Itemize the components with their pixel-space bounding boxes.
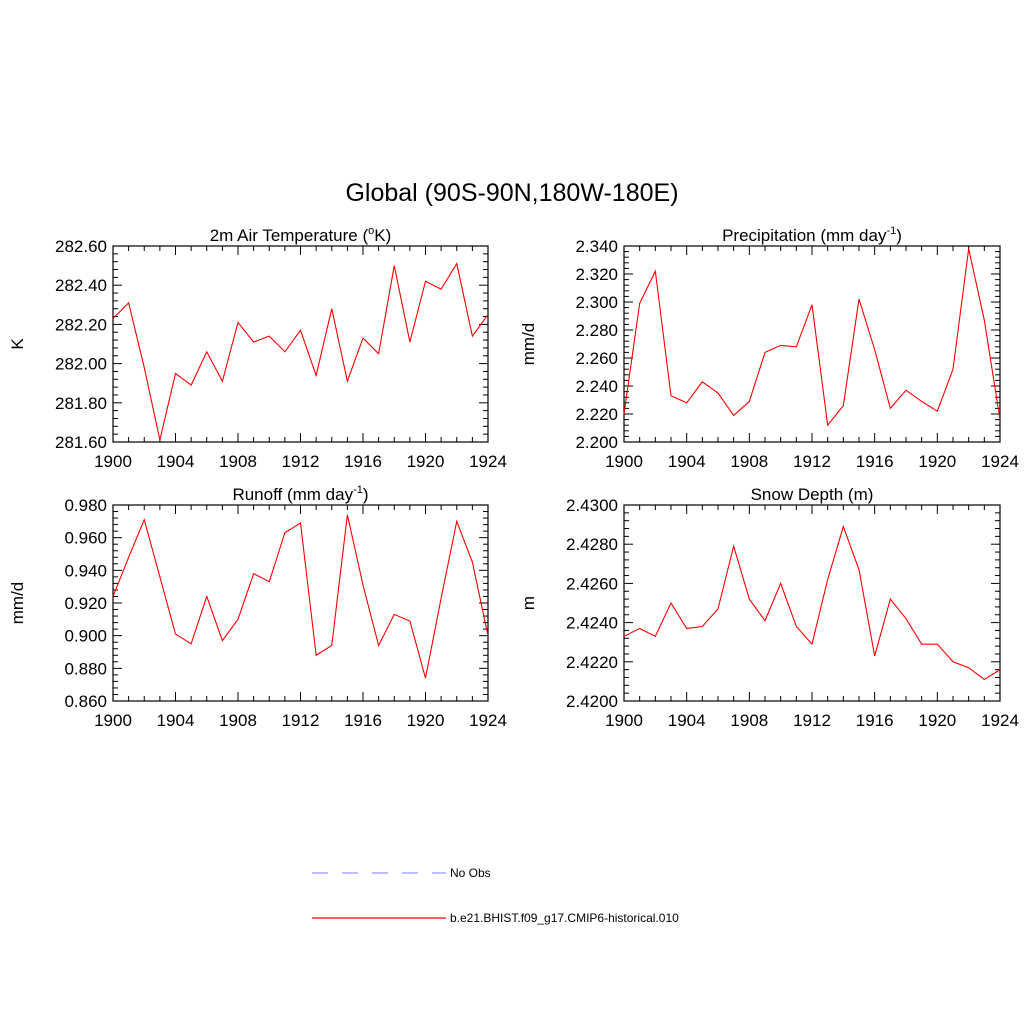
x-tick-label: 1920: [918, 452, 956, 471]
series-line-model: [112, 514, 489, 679]
x-tick-label: 1916: [856, 452, 894, 471]
y-tick-label: 0.920: [64, 594, 107, 613]
figure-title: Global (90S-90N,180W-180E): [345, 179, 678, 207]
panel-title: Precipitation (mm day-1): [722, 225, 902, 245]
x-tick-label: 1916: [344, 452, 382, 471]
y-tick-label: 2.280: [575, 321, 618, 340]
y-tick-label: 2.4280: [566, 535, 618, 554]
y-tick-label: 282.60: [55, 237, 107, 256]
y-tick-label: 2.4260: [566, 574, 618, 593]
y-tick-label: 2.320: [575, 265, 618, 284]
x-tick-label: 1916: [344, 711, 382, 730]
y-axis-label: m: [519, 596, 538, 610]
y-axis-label: K: [8, 338, 27, 350]
chart-panel-3: Runoff (mm day-1) mm/d 1900 1904 1908 1912 191…: [8, 484, 507, 730]
y-tick-label: 282.20: [55, 315, 107, 334]
x-tick-label: 1904: [668, 711, 706, 730]
y-tick-label: 2.220: [575, 405, 618, 424]
x-tick-label: 1912: [793, 711, 831, 730]
x-tick-label: 1920: [918, 711, 956, 730]
legend: No Obs b.e21.BHIST.f09_g17.CMIP6-histori…: [312, 866, 679, 925]
chart-panel-2: Precipitation (mm day-1) mm/d 1900 1904 1908…: [519, 225, 1019, 471]
y-tick-label: 0.960: [64, 529, 107, 548]
x-tick-label: 1924: [981, 452, 1019, 471]
y-tick-label: 2.240: [575, 377, 618, 396]
x-tick-label: 1904: [668, 452, 706, 471]
series-line-model: [623, 524, 1001, 681]
y-tick-label: 0.900: [64, 627, 107, 646]
y-tick-label: 0.880: [64, 659, 107, 678]
chart-panel-4: Snow Depth (m) m 1900 1904 1908 1912 1916 1920 1…: [519, 485, 1019, 730]
legend-label-model: b.e21.BHIST.f09_g17.CMIP6-historical.010: [450, 911, 679, 925]
y-tick-label: 282.00: [55, 355, 107, 374]
y-tick-label: 2.340: [575, 237, 618, 256]
chart-panels: 2m Air Temperature (oK) K 1900 1904 1908 1912…: [8, 225, 1019, 730]
series-line-model: [623, 248, 1001, 427]
plot-frame: [623, 504, 1001, 702]
plot-frame: [112, 504, 489, 702]
panel-title: Snow Depth (m): [751, 485, 874, 504]
x-tick-label: 1920: [407, 452, 445, 471]
x-tick-label: 1912: [282, 452, 320, 471]
x-tick-label: 1920: [407, 711, 445, 730]
y-tick-label: 281.60: [55, 433, 107, 452]
y-tick-label: 2.300: [575, 293, 618, 312]
x-tick-label: 1924: [469, 452, 507, 471]
x-tick-label: 1900: [94, 452, 132, 471]
x-tick-label: 1924: [981, 711, 1019, 730]
x-tick-label: 1908: [219, 452, 257, 471]
x-tick-label: 1916: [856, 711, 894, 730]
y-tick-label: 2.200: [575, 433, 618, 452]
y-tick-label: 0.940: [64, 561, 107, 580]
panel-title: Runoff (mm day-1): [232, 484, 368, 504]
y-axis-label: mm/d: [8, 582, 27, 625]
y-tick-label: 2.260: [575, 349, 618, 368]
y-tick-label: 0.980: [64, 496, 107, 515]
chart-panel-1: 2m Air Temperature (oK) K 1900 1904 1908 1912…: [8, 225, 507, 471]
y-tick-label: 0.860: [64, 692, 107, 711]
x-tick-label: 1904: [157, 452, 195, 471]
x-tick-label: 1900: [94, 711, 132, 730]
y-tick-label: 2.4220: [566, 653, 618, 672]
x-tick-label: 1900: [605, 711, 643, 730]
x-tick-label: 1908: [730, 452, 768, 471]
legend-label-obs: No Obs: [450, 866, 491, 880]
series-line-model: [112, 262, 489, 441]
y-axis-label: mm/d: [519, 323, 538, 366]
x-tick-label: 1912: [282, 711, 320, 730]
x-tick-label: 1908: [219, 711, 257, 730]
plot-frame: [112, 245, 489, 443]
x-tick-label: 1904: [157, 711, 195, 730]
panel-title: 2m Air Temperature (oK): [210, 225, 392, 245]
x-tick-label: 1924: [469, 711, 507, 730]
y-tick-label: 2.4240: [566, 614, 618, 633]
y-tick-label: 2.4200: [566, 692, 618, 711]
plot-frame: [623, 245, 1001, 443]
y-tick-label: 281.80: [55, 394, 107, 413]
x-tick-label: 1912: [793, 452, 831, 471]
x-tick-label: 1908: [730, 711, 768, 730]
y-tick-label: 282.40: [55, 276, 107, 295]
x-tick-label: 1900: [605, 452, 643, 471]
y-tick-label: 2.4300: [566, 496, 618, 515]
